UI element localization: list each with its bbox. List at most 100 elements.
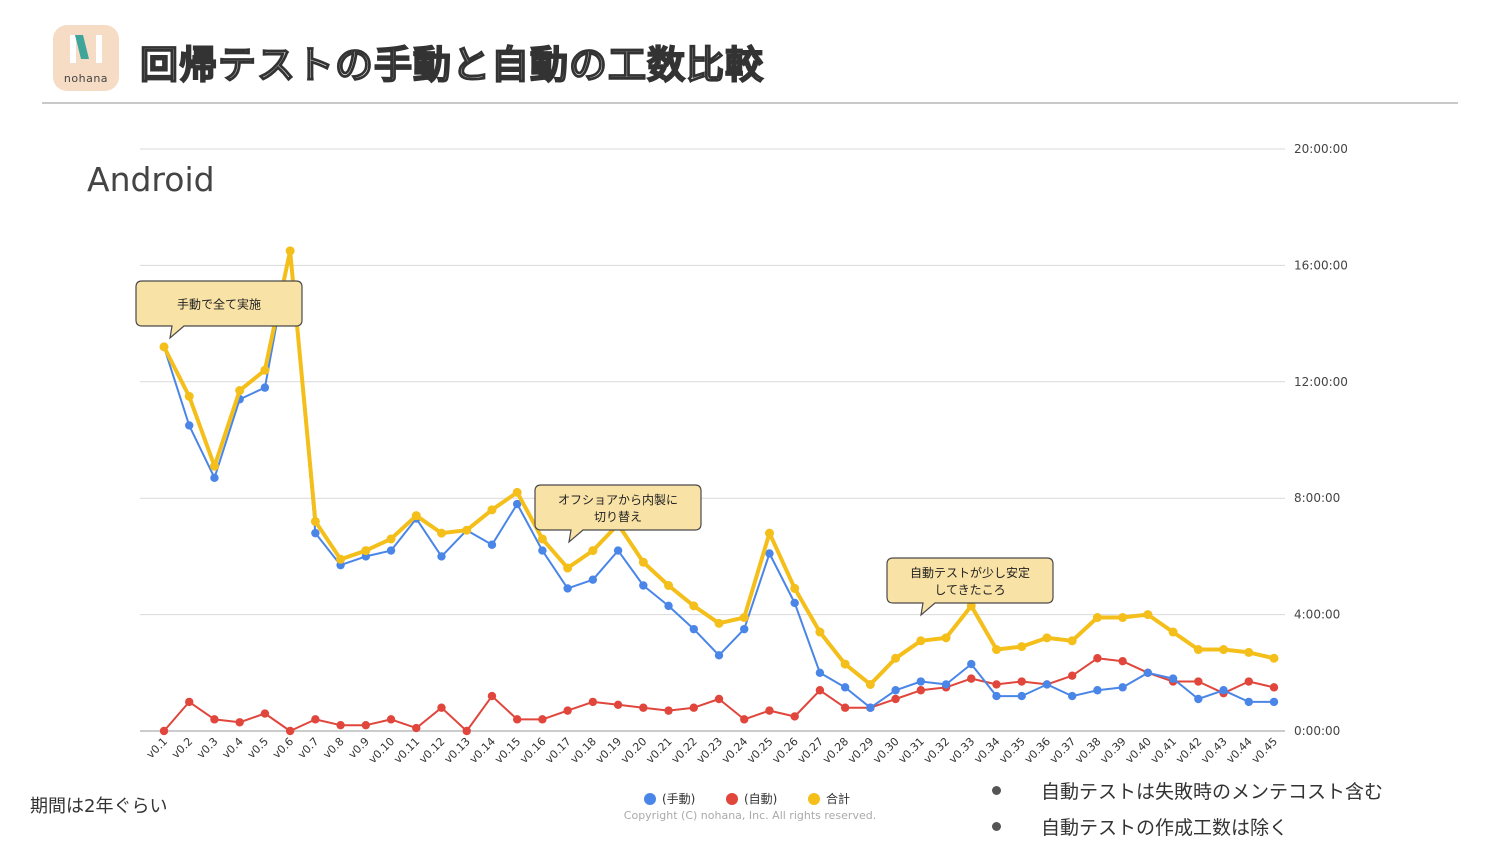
legend-swatch <box>808 793 820 805</box>
data-point <box>1017 642 1027 652</box>
data-point <box>1269 697 1279 707</box>
callout-text: 自動テストが少し安定 <box>910 565 1030 580</box>
note-list: 自動テストは失敗時のメンテコスト含む 自動テストの作成工数は除く <box>992 778 1383 850</box>
note-item: 自動テストの作成工数は除く <box>992 814 1383 850</box>
data-point <box>967 674 976 683</box>
x-tick-label: v0.13 <box>442 735 473 766</box>
data-point <box>966 601 976 611</box>
copyright: Copyright (C) nohana, Inc. All rights re… <box>623 809 877 822</box>
data-point <box>159 342 169 352</box>
x-tick-label: v0.34 <box>971 735 1002 766</box>
data-point <box>285 246 295 256</box>
data-point <box>487 505 497 515</box>
data-point <box>336 720 345 730</box>
data-point <box>1168 627 1178 637</box>
data-point <box>764 528 774 538</box>
x-tick-label: v0.16 <box>517 735 548 766</box>
data-point <box>209 461 219 471</box>
data-point <box>613 700 623 710</box>
data-point <box>310 516 320 526</box>
data-point <box>411 511 421 521</box>
data-point <box>891 686 900 695</box>
nohana-logo: nohana <box>53 25 119 91</box>
x-tick-label: v0.42 <box>1173 735 1204 766</box>
data-point <box>210 473 219 483</box>
data-point <box>588 546 598 556</box>
callout-bubble <box>534 484 702 544</box>
x-tick-label: v0.37 <box>1047 735 1078 766</box>
data-point <box>941 633 951 643</box>
data-point <box>865 679 875 689</box>
x-tick-label: v0.26 <box>770 735 801 766</box>
data-point <box>638 557 648 567</box>
data-point <box>714 651 724 660</box>
data-point <box>260 365 270 375</box>
data-point <box>1168 674 1178 683</box>
data-point <box>840 703 850 712</box>
data-point <box>639 581 648 590</box>
data-point <box>185 421 194 430</box>
data-point <box>1193 645 1203 655</box>
data-point <box>1042 633 1052 643</box>
data-point <box>765 706 774 715</box>
x-tick-label: v0.33 <box>946 735 977 766</box>
data-point <box>916 677 926 686</box>
data-point <box>260 709 270 718</box>
page-title: 回帰テストの手動と自動の工数比較 <box>139 42 765 88</box>
data-point <box>992 691 1001 701</box>
x-tick-label: v0.22 <box>669 735 700 766</box>
x-tick-label: v0.29 <box>845 735 876 766</box>
x-tick-label: v0.36 <box>1022 735 1053 766</box>
data-point <box>815 686 825 695</box>
data-point <box>185 697 194 707</box>
data-point <box>1118 683 1127 692</box>
data-point <box>639 703 648 712</box>
x-tick-label: v0.10 <box>366 735 397 766</box>
x-tick-label: v0.28 <box>820 735 851 766</box>
bullet-icon <box>992 822 1001 831</box>
callout: 手動で全て実施 <box>135 280 303 340</box>
data-point <box>891 694 900 704</box>
data-point <box>512 715 522 724</box>
data-point <box>235 386 245 396</box>
data-point <box>1269 683 1279 692</box>
data-point <box>361 720 371 730</box>
bullet-icon <box>992 786 1001 795</box>
data-point <box>361 546 371 556</box>
data-point <box>1067 636 1077 646</box>
platform-label: Android <box>87 160 215 199</box>
data-point <box>1067 691 1077 701</box>
data-point <box>1244 697 1253 707</box>
callout-text: してきたころ <box>934 583 1005 597</box>
data-point <box>765 549 774 558</box>
data-point <box>689 601 699 611</box>
title-divider <box>42 102 1458 104</box>
y-tick-label: 8:00:00 <box>1294 491 1340 505</box>
data-point <box>563 706 572 715</box>
x-tick-label: v0.2 <box>169 735 195 761</box>
data-point <box>1093 654 1102 663</box>
y-tick-label: 0:00:00 <box>1294 724 1340 738</box>
x-tick-label: v0.20 <box>618 735 649 766</box>
x-tick-label: v0.12 <box>416 735 447 766</box>
y-tick-label: 4:00:00 <box>1294 608 1340 622</box>
data-point <box>588 575 598 584</box>
x-tick-label: v0.39 <box>1098 735 1129 766</box>
y-axis-ticks: 0:00:00 4:00:00 8:00:00 12:00:00 16:00:00 20:… <box>1294 142 1348 738</box>
note-text: 自動テストは失敗時のメンテコスト含む <box>1041 781 1384 803</box>
legend-label: (手動) <box>662 792 695 806</box>
data-point <box>512 487 522 497</box>
data-point <box>538 715 547 724</box>
data-point <box>285 726 295 736</box>
x-tick-label: v0.35 <box>997 735 1028 766</box>
y-tick-label: 12:00:00 <box>1294 375 1348 389</box>
x-tick-label: v0.27 <box>795 735 826 766</box>
data-point <box>1244 677 1253 686</box>
data-point <box>159 726 169 736</box>
callout-bubble <box>886 557 1054 617</box>
data-point <box>1017 677 1026 686</box>
data-point <box>437 528 446 538</box>
x-tick-label: v0.31 <box>896 735 927 766</box>
data-point <box>1219 645 1229 655</box>
